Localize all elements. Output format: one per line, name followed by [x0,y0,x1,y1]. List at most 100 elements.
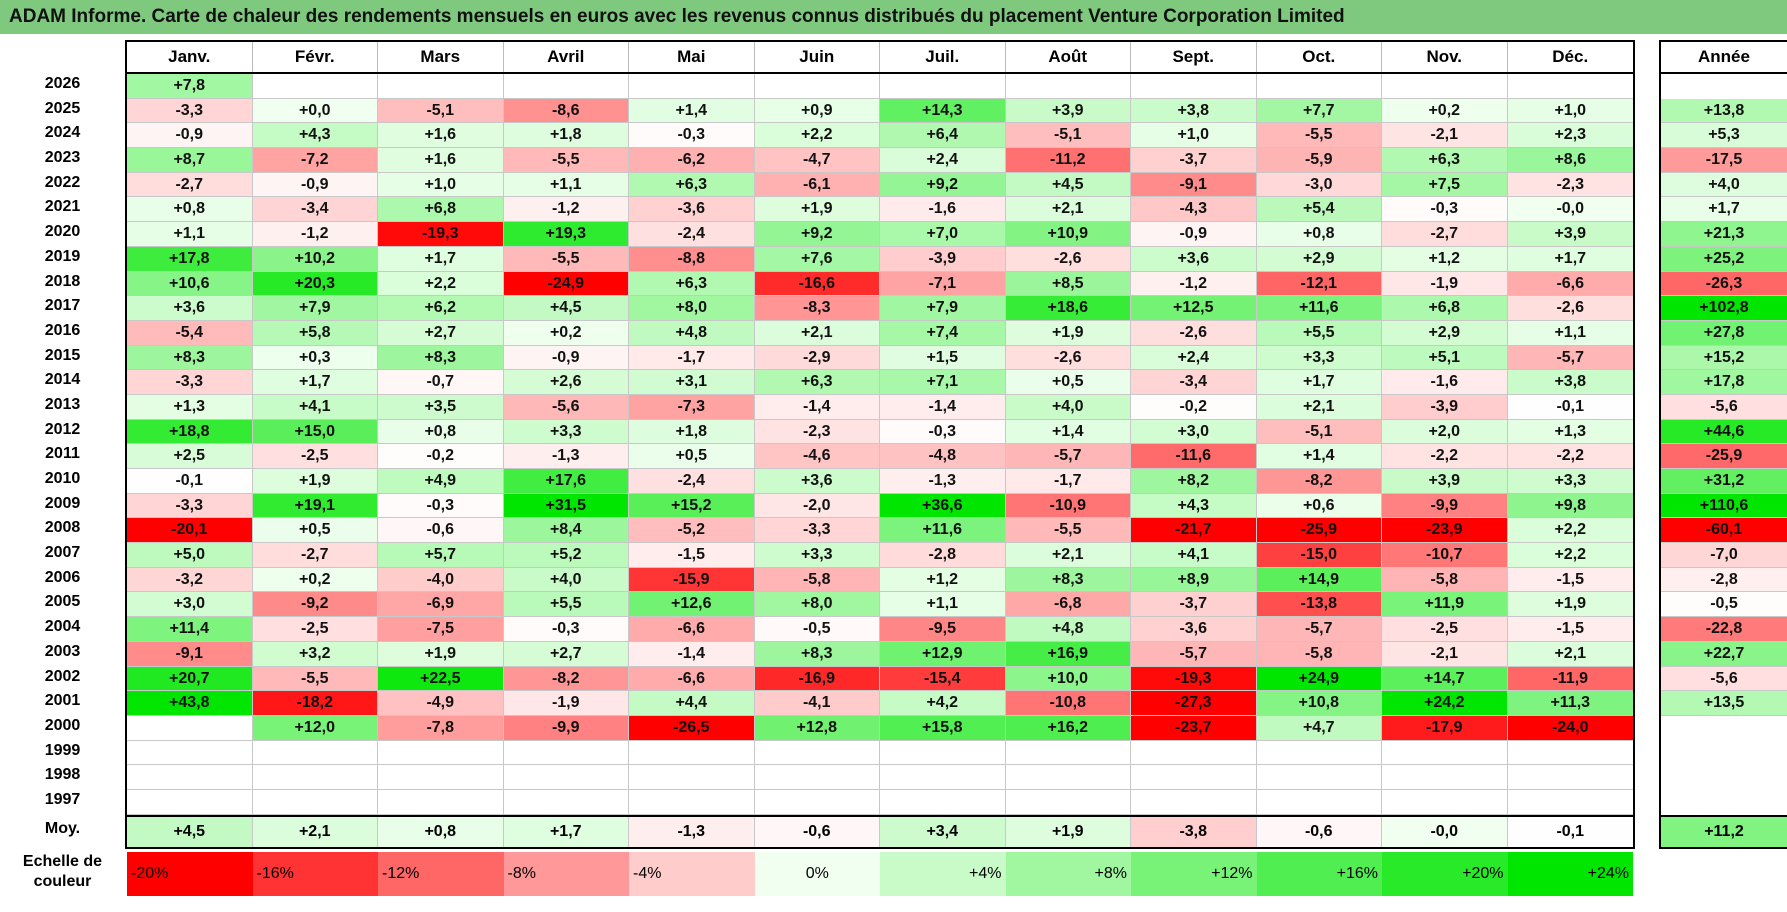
heat-cell: +10,8 [1256,691,1382,716]
heat-cell [629,789,755,815]
heat-cell: -16,6 [754,271,880,297]
scale-swatch: -16% [252,852,378,896]
heat-cell: +2,1 [1507,641,1633,667]
heat-cell: +1,4 [629,98,755,124]
heat-cell: -0,5 [754,617,880,642]
heat-cell: -15,0 [1256,543,1382,568]
heat-cell: -5,8 [1256,641,1382,667]
annual-cell: +27,8 [1661,320,1787,346]
annual-row: -25,9 [1661,444,1787,469]
heat-cell: +3,6 [754,469,880,494]
heat-cell [1507,740,1633,766]
average-cell: +0,8 [378,816,504,847]
heat-cell: +5,4 [1256,197,1382,223]
annual-row: +110,6 [1661,493,1787,519]
table-row: +43,8 -18,2 -4,9 -1,9 +4,4 -4,1 +4,2 -10,8 -27,3… [127,691,1633,716]
heat-cell: -11,2 [1005,148,1131,173]
heat-cell: -2,6 [1131,320,1257,346]
heat-cell: +5,1 [1382,345,1508,371]
heat-cell: +18,6 [1005,296,1131,321]
heat-cell [378,74,504,99]
heat-cell: -0,7 [378,370,504,395]
heat-cell [503,765,629,790]
heat-cell [1131,740,1257,766]
heat-cell: -0,3 [1382,197,1508,223]
heat-cell: +3,9 [1507,222,1633,247]
heat-cell: -1,5 [629,543,755,568]
heat-cell: +24,2 [1382,691,1508,716]
annual-cell: -5,6 [1661,666,1787,692]
heat-cell: +11,3 [1507,691,1633,716]
heat-cell [1131,789,1257,815]
annual-row: -26,3 [1661,271,1787,297]
average-cell: +2,1 [252,816,378,847]
heat-cell: +2,2 [378,271,504,297]
heat-cell: -2,8 [880,543,1006,568]
annual-row: -0,5 [1661,592,1787,618]
heat-cell [378,789,504,815]
table-row: +11,4 -2,5 -7,5 -0,3 -6,6 -0,5 -9,5 +4,8 -3,6 -5,… [127,617,1633,642]
annual-row: +17,8 [1661,370,1787,395]
table-row [127,740,1633,766]
heat-cell: -1,2 [252,222,378,247]
scale-swatch: -4% [629,852,755,896]
heat-cell [1382,74,1508,99]
heat-cell: -0,9 [503,345,629,371]
heat-cell: +9,2 [880,172,1006,198]
heat-cell: -0,1 [127,469,253,494]
heat-cell: +5,5 [503,592,629,618]
heat-cell: +7,4 [880,320,1006,346]
annual-cell: -17,5 [1661,148,1787,173]
heat-cell: +10,9 [1005,222,1131,247]
heat-cell: +3,6 [1131,246,1257,272]
heat-cell: -3,2 [127,567,253,593]
annual-row: -60,1 [1661,518,1787,544]
month-header-5: Mai [629,42,755,72]
heat-cell: +11,6 [880,518,1006,544]
heat-cell: +3,3 [1256,345,1382,371]
heat-cell: +2,0 [1382,419,1508,445]
heat-cell: +2,1 [754,320,880,346]
heat-cell: -5,9 [1256,148,1382,173]
heat-cell: +3,0 [1131,419,1257,445]
annual-cell: +5,3 [1661,123,1787,149]
heat-cell: -5,7 [1131,641,1257,667]
heat-cell: -2,7 [1382,222,1508,247]
table-row: +17,8 +10,2 +1,7 -5,5 -8,8 +7,6 -3,9 -2,6 +3,6 +2… [127,246,1633,272]
year-label: 2014 [44,371,81,389]
year-label: 2010 [44,470,81,487]
heat-cell: -15,9 [629,567,755,593]
heat-cell: +9,2 [754,222,880,247]
heat-cell: -15,4 [880,666,1006,692]
heat-cell: -3,6 [1131,617,1257,642]
heat-cell: +1,9 [252,469,378,494]
heat-cell: -2,1 [1382,123,1508,149]
heat-cell: -1,4 [754,394,880,420]
heat-cell: +4,5 [503,296,629,321]
heat-cell [754,740,880,766]
heat-cell: +3,9 [1382,469,1508,494]
heat-cell: +4,8 [1005,617,1131,642]
heat-cell [754,789,880,815]
heat-cell: -2,2 [1382,444,1508,469]
annual-cell: +102,8 [1661,296,1787,321]
heat-cell: +4,0 [1005,394,1131,420]
year-label: 2026 [44,75,81,92]
annual-cell: +31,2 [1661,469,1787,494]
heat-cell: -26,5 [629,715,755,741]
year-label: 2000 [44,716,81,734]
heat-cell [1005,765,1131,790]
annual-row: -22,8 [1661,617,1787,642]
heat-cell: +18,8 [127,419,253,445]
year-label: 2015 [44,346,81,364]
month-header-1: Janv. [127,42,253,72]
heat-cell: -9,9 [1382,493,1508,519]
heat-cell [880,740,1006,766]
annual-cell: -26,3 [1661,271,1787,297]
heat-cell [252,740,378,766]
heat-cell: +1,9 [1507,592,1633,618]
heat-cell: +2,4 [880,148,1006,173]
heat-cell: +1,8 [503,123,629,149]
heat-cell: -7,3 [629,394,755,420]
heat-cell: +1,6 [378,148,504,173]
